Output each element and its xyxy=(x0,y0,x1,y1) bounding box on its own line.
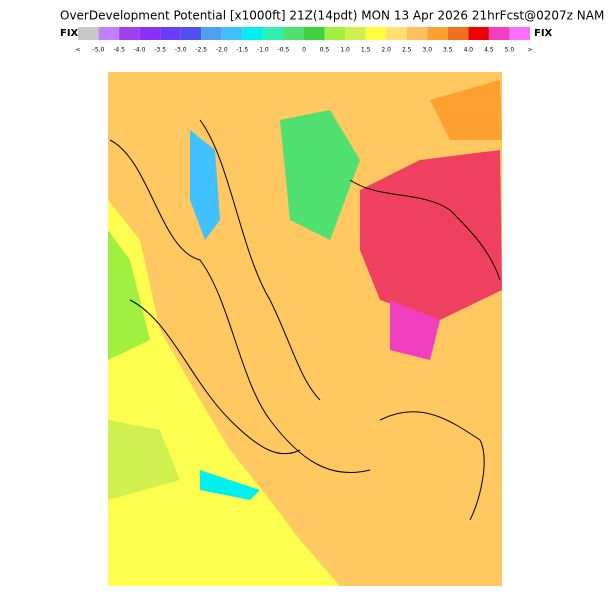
colorbar-label: 1.0 xyxy=(340,47,350,54)
color-swatch xyxy=(119,27,140,40)
colorbar-label: -0.5 xyxy=(278,47,290,54)
colorbar-label: -4.5 xyxy=(113,47,125,54)
color-swatch xyxy=(365,27,387,40)
colorbar-label: 0 xyxy=(302,47,306,54)
colorbar-label: -3.0 xyxy=(175,47,187,54)
color-swatch xyxy=(242,27,263,40)
color-swatch xyxy=(324,27,346,40)
color-swatch xyxy=(509,27,530,40)
map xyxy=(108,72,502,586)
color-swatch xyxy=(304,27,325,40)
colorbar-label: 3.5 xyxy=(443,47,453,54)
colorbar-label: 4.0 xyxy=(464,47,474,54)
contour xyxy=(349,179,501,281)
map-region xyxy=(108,230,150,360)
color-swatch xyxy=(180,27,202,40)
colorbar-label: -2.0 xyxy=(216,47,228,54)
colorbar-label: -1.5 xyxy=(237,47,249,54)
colorbar-label: 1.5 xyxy=(361,47,371,54)
colorbar-label: -5.0 xyxy=(93,47,105,54)
color-swatch xyxy=(262,27,284,40)
map-region xyxy=(430,80,502,140)
colorbar-label: -3.5 xyxy=(154,47,166,54)
contour xyxy=(109,139,371,474)
colorbar-label: 4.5 xyxy=(484,47,494,54)
color-swatch xyxy=(221,27,243,40)
map-region xyxy=(108,200,340,586)
colorbar: < -5.0 -4.5 -4.0 -3.5 -3.0 -2.5 -2.0 -1.5 -1.0 -0.… xyxy=(75,27,533,54)
contour xyxy=(379,411,485,521)
colorbar-label: 5.0 xyxy=(505,47,515,54)
color-swatch xyxy=(139,27,161,40)
colorbar-label: 3.0 xyxy=(422,47,432,54)
colorbar-label: 0.5 xyxy=(320,47,330,54)
color-swatch xyxy=(345,27,366,40)
fix-left: FIX xyxy=(60,28,79,39)
colorbar-label: > xyxy=(527,47,532,54)
color-swatch xyxy=(386,27,407,40)
contour xyxy=(129,299,301,455)
map-region xyxy=(108,420,180,500)
fix-right: FIX xyxy=(534,28,553,39)
color-swatch xyxy=(427,27,448,40)
map-region xyxy=(190,130,220,240)
color-swatch xyxy=(406,27,428,40)
map-region xyxy=(280,110,360,240)
colorbar-label: -2.5 xyxy=(195,47,207,54)
color-swatch xyxy=(468,27,489,40)
contour xyxy=(199,119,321,401)
colorbar-label: 2.0 xyxy=(381,47,391,54)
colorbar-label: -4.0 xyxy=(134,47,146,54)
color-swatch xyxy=(98,27,120,40)
colorbar-label: < xyxy=(75,47,80,54)
color-swatch xyxy=(78,27,99,40)
color-swatch xyxy=(447,27,469,40)
colorbar-label: -1.0 xyxy=(257,47,269,54)
color-swatch xyxy=(488,27,510,40)
title: OverDevelopment Potential [x1000ft] 21Z(… xyxy=(60,9,604,23)
color-swatch xyxy=(283,27,304,40)
color-swatch xyxy=(201,27,222,40)
map-region xyxy=(390,300,440,360)
map-region xyxy=(200,470,260,500)
map-region xyxy=(360,150,502,320)
colorbar-label: 2.5 xyxy=(402,47,412,54)
color-swatch xyxy=(160,27,181,40)
